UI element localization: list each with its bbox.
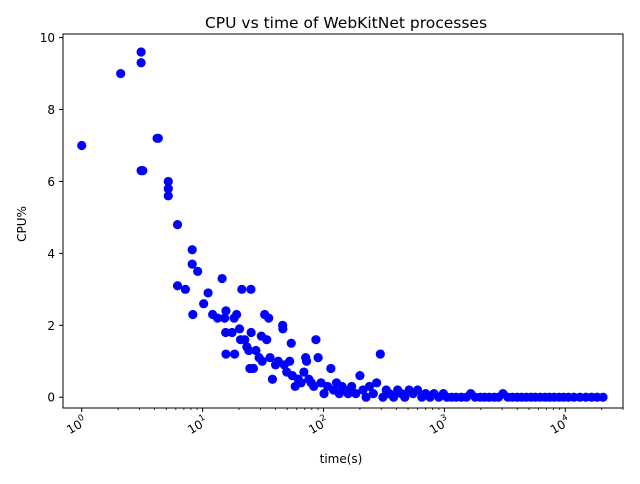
x-tick-label-exponent: 4 xyxy=(560,413,570,424)
data-point xyxy=(172,281,183,291)
data-point xyxy=(138,166,148,176)
x-tick-label-exponent: 2 xyxy=(318,413,328,424)
data-point xyxy=(240,335,250,345)
y-tick-label: 10 xyxy=(40,31,55,45)
y-tick-label: 0 xyxy=(47,391,55,405)
data-point xyxy=(237,284,247,294)
data-point xyxy=(163,184,173,194)
data-point xyxy=(319,389,329,399)
data-point xyxy=(347,381,357,392)
data-point xyxy=(230,349,240,359)
x-tick-label-exponent: 1 xyxy=(197,413,207,424)
data-point xyxy=(251,345,261,356)
data-point xyxy=(213,313,223,323)
data-point xyxy=(246,284,256,294)
data-point xyxy=(309,381,319,392)
data-point xyxy=(326,363,336,374)
data-point xyxy=(372,378,382,388)
data-point xyxy=(368,389,378,399)
data-point xyxy=(220,313,230,323)
data-point xyxy=(364,381,375,392)
plot-frame xyxy=(62,33,624,409)
data-point xyxy=(400,392,410,402)
x-tick-label: 103 xyxy=(426,413,452,437)
data-point xyxy=(262,335,272,345)
x-tick-label: 104 xyxy=(547,413,573,437)
x-tick-label-base: 10 xyxy=(185,417,205,437)
data-point xyxy=(361,392,371,402)
data-point xyxy=(187,245,197,255)
data-point xyxy=(264,313,274,323)
chart-title: CPU vs time of WebKitNet processes xyxy=(205,14,487,32)
data-point xyxy=(203,288,213,298)
data-point xyxy=(246,327,256,338)
data-point xyxy=(248,363,258,374)
data-point xyxy=(234,324,245,334)
data-point xyxy=(232,309,242,320)
data-point xyxy=(163,191,173,201)
data-point xyxy=(193,266,203,276)
x-tick-label: 102 xyxy=(305,413,331,437)
x-tick-label-exponent: 3 xyxy=(439,413,449,424)
y-tick-label: 8 xyxy=(47,103,55,117)
x-tick-label: 101 xyxy=(184,413,210,437)
data-point xyxy=(343,389,353,399)
data-point xyxy=(221,306,231,316)
data-point xyxy=(163,176,173,187)
data-point xyxy=(375,349,385,359)
data-point xyxy=(187,259,197,269)
data-point xyxy=(136,58,146,68)
data-point xyxy=(172,220,183,230)
y-tick-label: 4 xyxy=(47,247,55,261)
data-point xyxy=(278,324,288,334)
x-tick-label-exponent: 0 xyxy=(77,413,87,424)
x-axis-label: time(s) xyxy=(320,452,363,466)
data-point xyxy=(299,367,309,377)
data-point xyxy=(153,133,163,143)
x-tick-label-base: 10 xyxy=(427,417,447,437)
data-point xyxy=(355,371,365,381)
data-point xyxy=(389,392,399,402)
data-point xyxy=(116,68,126,79)
data-point xyxy=(311,335,321,345)
data-point xyxy=(217,273,227,284)
data-point xyxy=(221,327,231,338)
x-tick-label-base: 10 xyxy=(548,417,568,437)
data-point xyxy=(301,356,312,366)
data-point xyxy=(351,389,361,399)
data-point xyxy=(180,284,190,294)
y-tick-label: 2 xyxy=(47,319,55,333)
y-tick-label: 6 xyxy=(47,175,55,189)
data-point xyxy=(285,356,295,366)
data-point xyxy=(227,327,237,338)
data-point xyxy=(199,299,209,309)
data-point xyxy=(221,349,231,359)
data-point xyxy=(313,353,323,363)
data-point xyxy=(188,309,198,320)
data-point xyxy=(244,345,254,356)
data-point xyxy=(257,356,267,366)
x-tick-label: 100 xyxy=(63,413,89,437)
points-layer xyxy=(77,47,608,402)
data-point xyxy=(77,140,87,151)
data-point xyxy=(413,385,423,395)
data-point xyxy=(265,353,275,363)
x-tick-label-base: 10 xyxy=(306,417,326,437)
data-point xyxy=(267,374,278,384)
data-point xyxy=(136,47,146,57)
y-axis-label: CPU% xyxy=(15,206,29,242)
data-point xyxy=(286,338,296,348)
data-point xyxy=(598,392,608,402)
x-tick-label-base: 10 xyxy=(64,417,84,437)
data-point xyxy=(296,378,306,388)
